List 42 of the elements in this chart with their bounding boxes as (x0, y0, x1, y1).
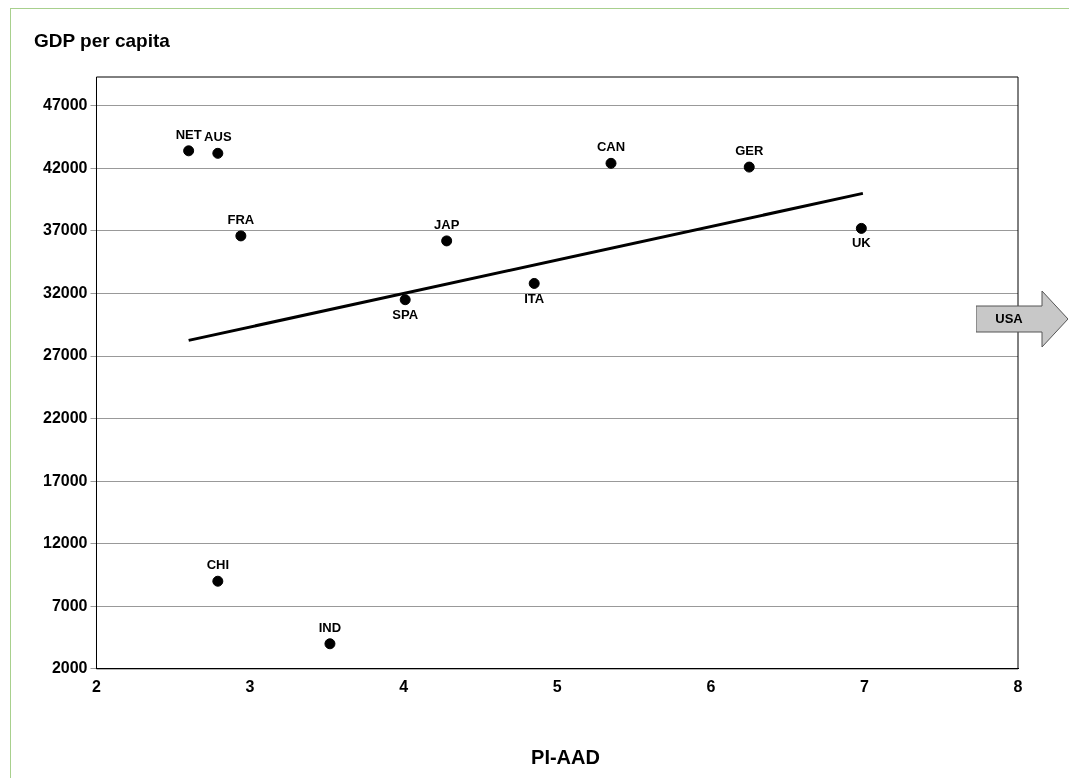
y-tick-label: 2000 (51, 659, 88, 677)
point (235, 230, 247, 242)
y-tick-label: 37000 (42, 221, 88, 239)
chart-title: GDP per capita (34, 30, 170, 52)
point (743, 161, 755, 173)
x-tick-label: 3 (245, 677, 255, 695)
x-axis-title: PI-AAD (530, 746, 601, 769)
point (528, 277, 540, 289)
x-tick-label: 2 (92, 677, 102, 695)
y-tick-label: 27000 (42, 346, 88, 364)
point (399, 294, 411, 306)
annotation: NET (175, 126, 202, 142)
annotation: ITA (524, 290, 545, 306)
annotation: UK (851, 235, 872, 251)
point (605, 157, 617, 169)
annotation: CAN (596, 139, 626, 155)
y-tick-label: 32000 (42, 283, 88, 301)
annotation: USA (994, 310, 1024, 328)
annotation: FRA (227, 211, 255, 227)
x-tick-label: 5 (552, 677, 562, 695)
y-tick-label: 22000 (42, 408, 88, 426)
point (212, 575, 224, 587)
y-tick-label: 47000 (42, 96, 88, 114)
x-tick-label: 8 (1013, 677, 1023, 695)
annotation: GER (735, 143, 764, 159)
annotation: JAP (434, 216, 460, 232)
x-tick-label: 4 (399, 677, 409, 695)
y-tick-label: 7000 (51, 596, 88, 614)
x-tick-label: 7 (859, 677, 869, 695)
point (212, 147, 224, 159)
annotation: SPA (392, 306, 419, 322)
y-tick-label: 12000 (42, 534, 88, 552)
point (183, 145, 195, 157)
annotation: AUS (204, 129, 232, 145)
annotation: CHI (206, 557, 230, 573)
annotation: IND (318, 619, 342, 635)
y-tick-label: 17000 (42, 471, 88, 489)
point (855, 222, 867, 234)
point (324, 638, 336, 650)
point (441, 235, 453, 247)
x-tick-label: 6 (706, 677, 716, 695)
y-tick-label: 42000 (42, 158, 88, 176)
